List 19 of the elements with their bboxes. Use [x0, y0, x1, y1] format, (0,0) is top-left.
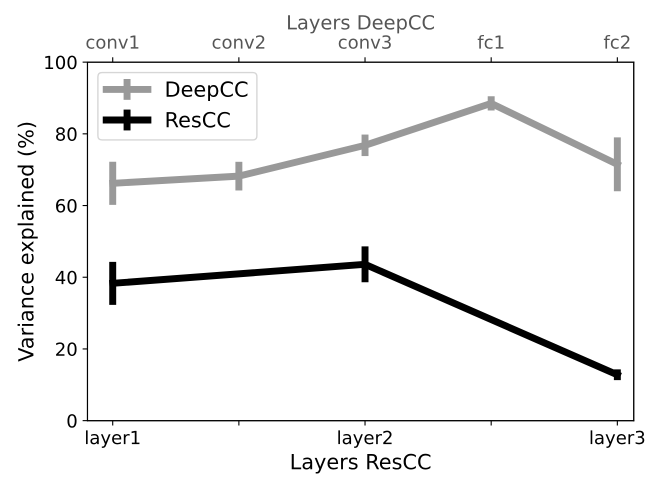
- y-tick-label: 80: [56, 127, 77, 141]
- x-tick-label: layer1: [86, 430, 140, 448]
- text: fc1: [478, 34, 504, 49]
- text: conv1: [86, 36, 138, 49]
- y-tick-label: 20: [56, 342, 77, 356]
- y-tick-label: 100: [45, 56, 77, 70]
- text: conv2: [212, 35, 264, 49]
- y-tick-label: 0: [67, 414, 77, 428]
- x-tick-label: layer2: [338, 430, 392, 448]
- x-tick-label: layer3: [590, 430, 644, 448]
- text: conv3: [338, 35, 391, 49]
- legend-label: DeepCC: [166, 81, 248, 102]
- y-axis-title: Variance explained (%): [18, 122, 38, 362]
- y-tick-label: 40: [56, 270, 77, 284]
- x-axis-title: Layers ResCC: [292, 454, 430, 474]
- text: fc2: [604, 34, 630, 49]
- legend-label: ResCC: [166, 112, 230, 128]
- x2-axis-title: Layers DeepCC: [288, 14, 434, 34]
- y-tick-label: 60: [56, 199, 77, 213]
